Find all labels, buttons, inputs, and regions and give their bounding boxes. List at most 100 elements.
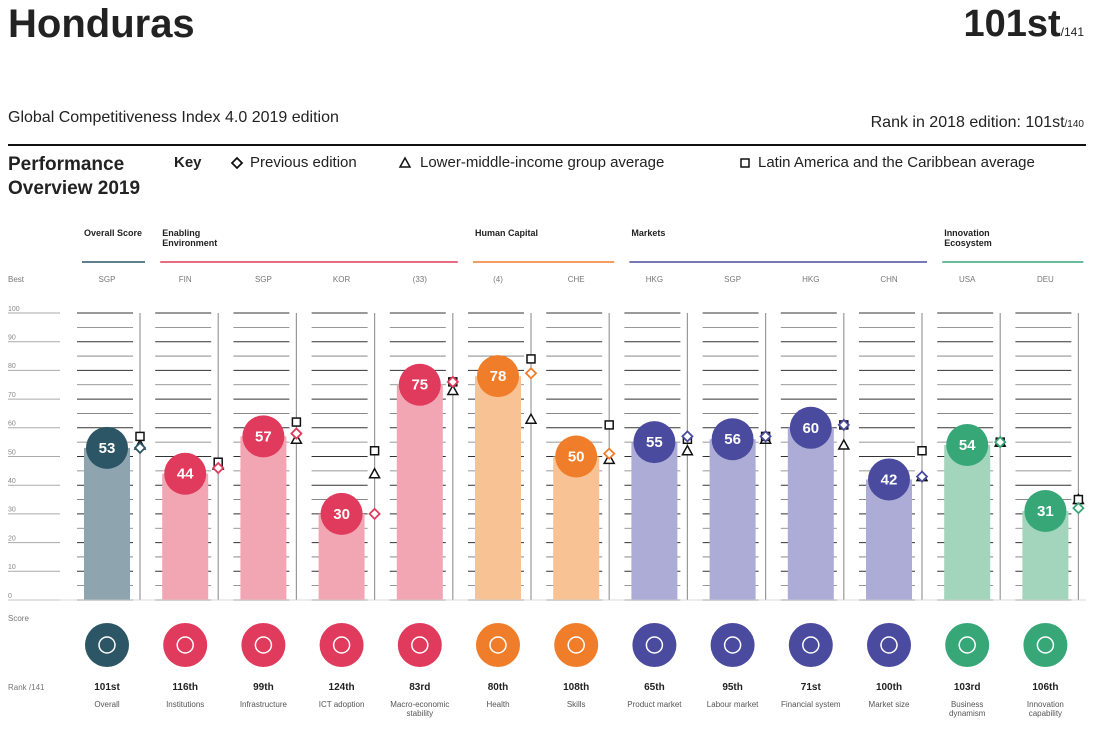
group-title: Innovation Ecosystem (944, 228, 992, 248)
lac-marker (135, 431, 145, 442)
score-badge (320, 492, 363, 535)
score-badge (555, 435, 598, 478)
key-item: Lower-middle-income group average (420, 154, 665, 171)
score-label: 54 (959, 437, 976, 454)
best-label: FIN (178, 275, 192, 284)
pillar-rank: 106th (1032, 682, 1059, 693)
score-badge (789, 406, 832, 449)
pillar-rank: 116th (172, 682, 198, 693)
pillar-icon-glyph (176, 636, 194, 654)
pillar-icon (1023, 623, 1068, 667)
lmi-marker (837, 438, 851, 450)
prev-rank-of: /140 (1064, 119, 1084, 130)
pillar-rank: 99th (253, 682, 274, 693)
best-label: CHE (567, 275, 585, 284)
pillar-rank: 108th (563, 682, 590, 693)
rank-label: Rank /141 (8, 683, 45, 692)
bar (475, 376, 521, 600)
pillar-rank: 95th (722, 682, 743, 693)
lac-marker (526, 354, 536, 364)
y-tick-label: 0 (8, 593, 12, 600)
best-label: HKG (645, 275, 664, 284)
pillar-icon (397, 623, 442, 667)
previous-marker (133, 441, 147, 455)
previous-marker (681, 430, 694, 443)
pillar-name: Financial system (781, 700, 841, 709)
score-label: 57 (255, 428, 272, 445)
section-title: Performance Overview 2019 (8, 154, 141, 199)
pillar-name: Skills (566, 700, 586, 709)
best-label: USA (958, 275, 976, 284)
pillar-icon-glyph (958, 636, 976, 654)
score-badge (242, 415, 285, 458)
score-badge (164, 452, 207, 495)
bar (162, 473, 209, 600)
pillar-name: Product market (627, 700, 682, 709)
score-badge (398, 363, 441, 406)
pillar-icon (85, 623, 129, 667)
best-label: (33) (412, 275, 427, 284)
previous-marker (446, 375, 460, 389)
pillar-name: Innovation capability (1026, 700, 1064, 718)
pillar-icon-glyph (489, 636, 507, 654)
lmi-marker (524, 412, 538, 424)
lac-marker (291, 417, 302, 427)
rank-of: /141 (1060, 25, 1084, 39)
best-label: SGP (724, 275, 742, 284)
pillar-name: Institutions (166, 700, 205, 709)
previous-marker (230, 156, 244, 170)
y-tick-label: 60 (8, 421, 16, 428)
best-label: SGP (98, 275, 116, 284)
score-badge (711, 418, 754, 461)
bar (553, 456, 600, 600)
score-label: 44 (177, 466, 194, 483)
score-badge (477, 355, 519, 398)
y-tick-label: 40 (8, 478, 16, 485)
group-title: Enabling Environment (162, 228, 218, 248)
group-title: Human Capital (475, 228, 539, 238)
bar (709, 439, 756, 600)
best-label: KOR (332, 275, 351, 284)
y-tick-label: 10 (8, 564, 16, 571)
previous-marker (524, 366, 538, 380)
bar (944, 445, 991, 600)
pillar-icon (319, 623, 364, 667)
y-tick-label: 80 (8, 363, 16, 370)
rank: 101st (963, 3, 1061, 45)
bar (84, 447, 130, 600)
score-label: 31 (1037, 503, 1054, 520)
pillar-icon-glyph (645, 636, 664, 654)
pillar-icon (710, 623, 755, 667)
lmi-marker (398, 156, 412, 168)
pillar-rank: 124th (328, 682, 355, 693)
previous-marker (759, 430, 772, 443)
score-badge (946, 424, 989, 467)
score-badge (633, 421, 676, 464)
pillar-rank: 101st (94, 682, 120, 693)
pillar-icon-glyph (411, 636, 429, 654)
best-label: HKG (802, 275, 820, 284)
pillar-rank: 65th (644, 682, 665, 693)
y-tick-label: 70 (8, 392, 16, 399)
pillar-icon (788, 623, 833, 667)
score-badge (868, 458, 910, 501)
prev-rank-box: Rank in 2018 edition: 101st/140 (871, 114, 1084, 132)
best-label: DEU (1036, 275, 1054, 284)
previous-marker (602, 447, 616, 460)
rank-box: 101st/141 (963, 3, 1084, 46)
pillar-icon (554, 623, 599, 667)
pillar-icon (163, 623, 208, 667)
previous-marker (290, 427, 303, 440)
key-item: Latin America and the Caribbean average (758, 154, 1035, 171)
previous-marker (368, 507, 381, 521)
pillar-icon-glyph (98, 636, 116, 654)
lmi-marker (368, 467, 381, 479)
score-label: 78 (490, 368, 507, 385)
previous-marker (1072, 501, 1085, 515)
pillar-name: Health (486, 700, 510, 709)
pillar-icon (632, 623, 677, 667)
score-label: 53 (99, 440, 116, 457)
y-tick-label: 50 (8, 449, 16, 456)
score-label: Score (8, 614, 29, 623)
